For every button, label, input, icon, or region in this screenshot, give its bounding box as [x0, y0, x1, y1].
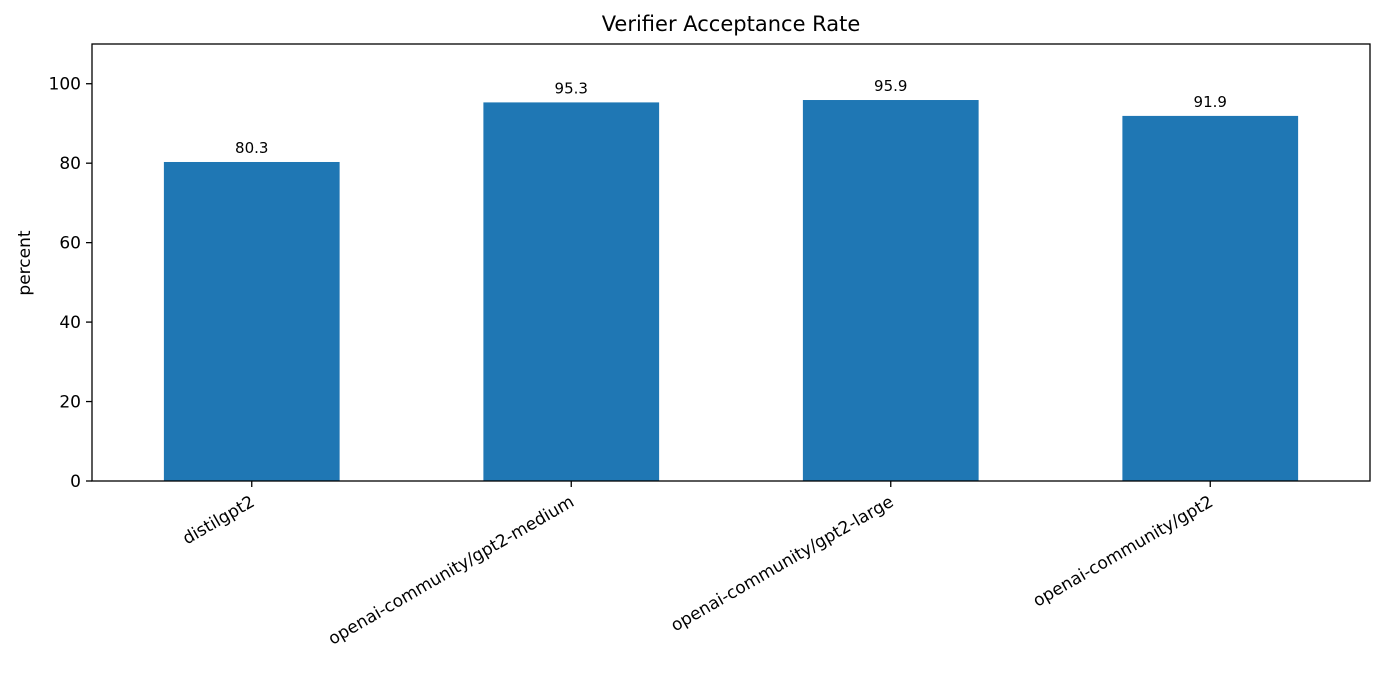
chart-title: Verifier Acceptance Rate [602, 12, 861, 36]
y-axis: 0 20 40 60 80 100 [49, 75, 92, 492]
y-axis-label: percent [15, 230, 35, 295]
y-tick-label: 80 [59, 154, 81, 174]
bar [802, 100, 979, 482]
bar [163, 161, 340, 482]
x-tick-label: openai-community/gpt2-large [668, 492, 898, 636]
y-tick-label: 60 [59, 234, 81, 254]
y-tick-label: 100 [49, 75, 81, 95]
x-tick-label: openai-community/gpt2-medium [325, 492, 578, 650]
bar [483, 102, 660, 482]
bar [1122, 115, 1299, 481]
bar-value-label: 91.9 [1194, 93, 1227, 111]
y-tick-label: 0 [70, 472, 81, 492]
bars-layer [163, 100, 1299, 482]
bar-value-label: 95.9 [874, 77, 907, 95]
plot-area-frame [91, 43, 1371, 482]
y-tick-label: 40 [59, 313, 81, 333]
bar-value-label: 95.3 [555, 79, 588, 97]
bar-value-label: 80.3 [235, 139, 268, 157]
y-tick-label: 20 [59, 393, 81, 413]
x-axis: distilgpt2 openai-community/gpt2-medium op… [179, 481, 1217, 650]
x-tick-label: distilgpt2 [179, 492, 258, 549]
x-tick-label: openai-community/gpt2 [1030, 492, 1217, 612]
value-labels-layer: 80.3 95.3 95.9 91.9 [235, 77, 1227, 157]
